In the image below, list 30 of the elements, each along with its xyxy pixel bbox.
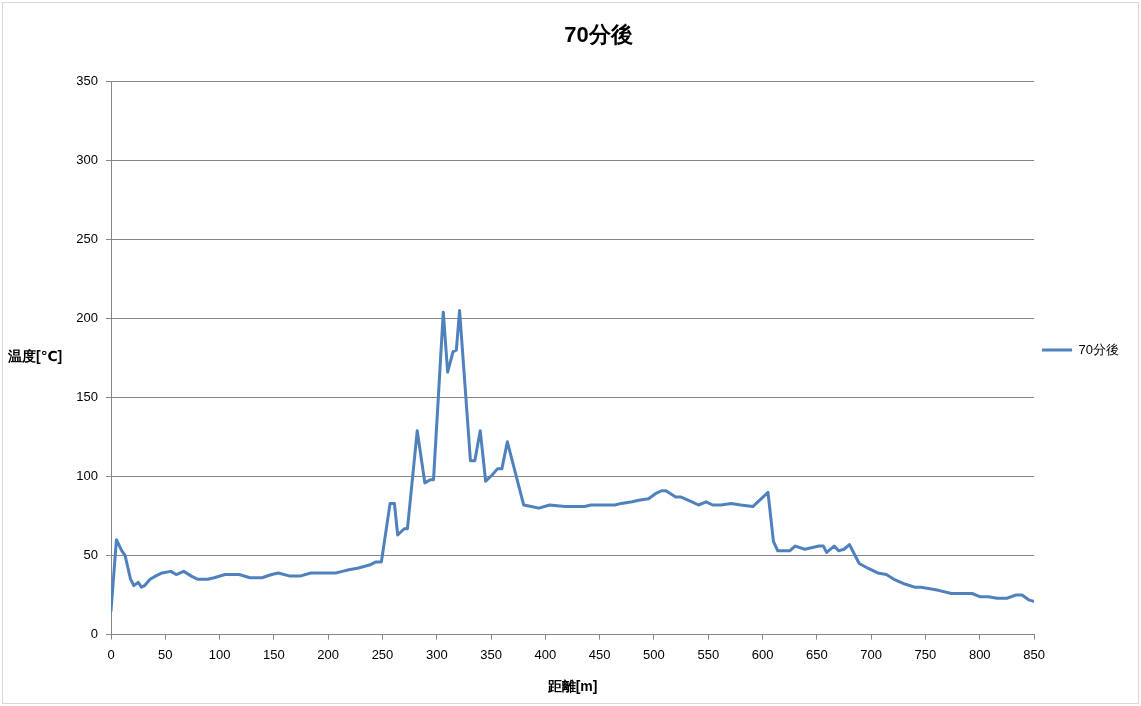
x-tick-label: 450 [588,646,611,662]
y-tick-label: 350 [76,72,98,88]
x-tick-label: 500 [643,646,665,662]
y-tick-label: 50 [83,547,98,563]
x-tick-label: 650 [806,646,828,662]
x-tick-label: 400 [534,646,557,662]
x-tick-label: 50 [158,646,173,662]
x-axis-title: 距離[m] [546,678,598,695]
x-tick-label: 550 [697,646,720,662]
x-tick-label: 800 [968,646,991,662]
x-tick-label: 0 [107,646,115,662]
legend-label: 70分後 [1078,341,1120,357]
y-tick-label: 300 [76,152,98,168]
x-tick-label: 350 [480,646,502,662]
y-tick-label: 150 [76,389,98,405]
chart-title: 70分後 [564,22,633,48]
x-tick-label: 850 [1023,646,1045,662]
y-tick-label: 200 [76,310,98,326]
y-axis-title: 温度[℃] [8,348,63,366]
y-tick-label: 0 [90,626,98,642]
x-tick-label: 100 [208,646,231,662]
y-tick-label: 250 [76,231,98,247]
x-tick-label: 600 [751,646,774,662]
x-tick-label: 700 [860,646,882,662]
x-tick-label: 150 [263,646,285,662]
x-tick-label: 250 [371,646,394,662]
x-tick-label: 750 [914,646,937,662]
x-tick-label: 300 [425,646,448,662]
x-tick-label: 200 [317,646,340,662]
y-tick-label: 100 [76,468,98,484]
